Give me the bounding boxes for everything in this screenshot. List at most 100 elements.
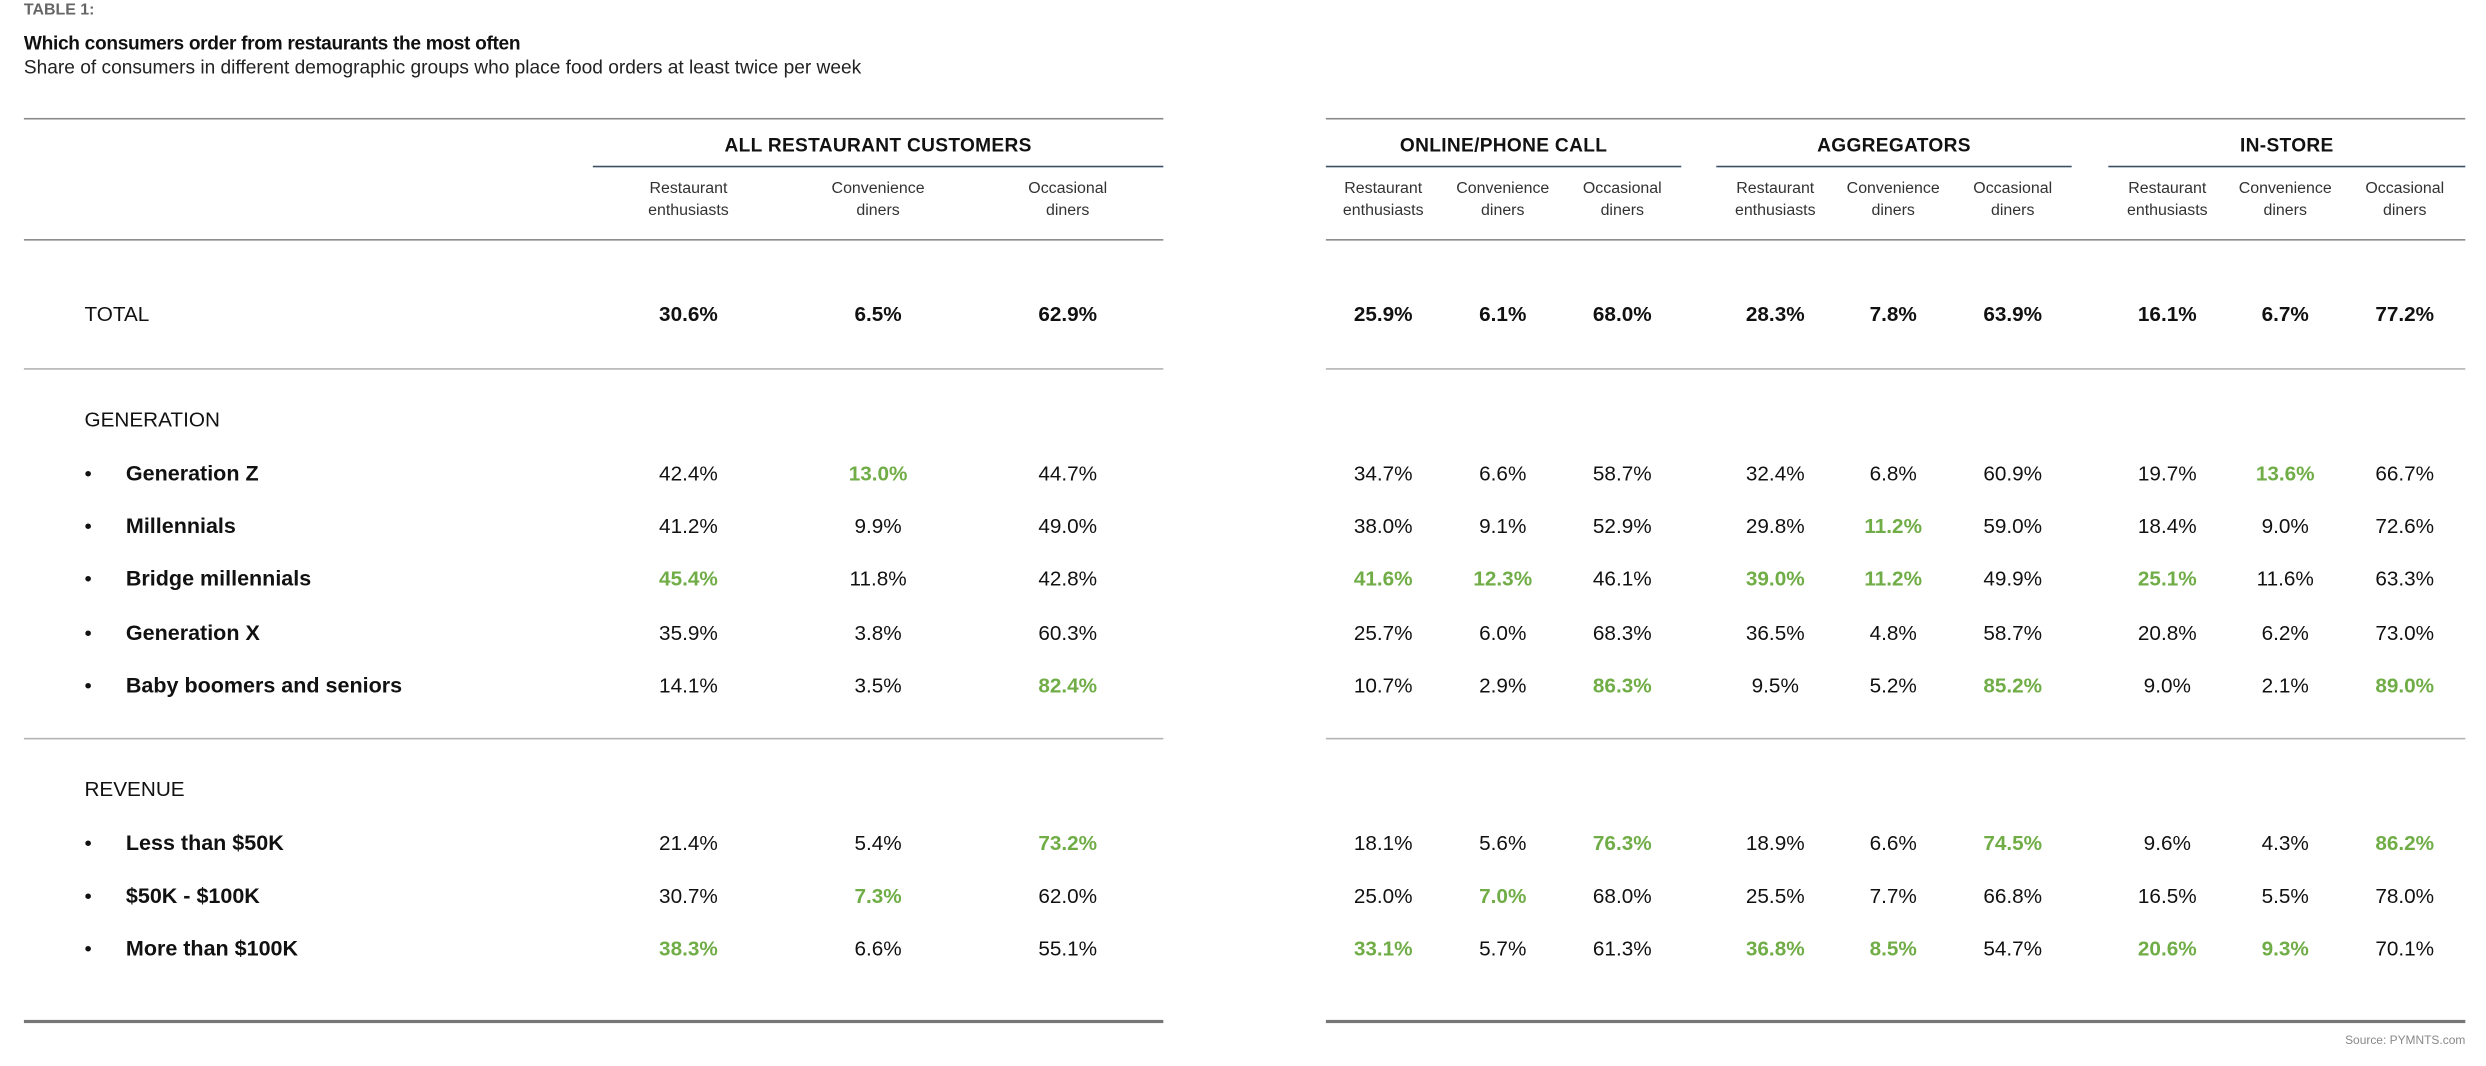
row-label: Generation Z bbox=[125, 461, 259, 486]
total-value: 6.1% bbox=[1479, 301, 1527, 326]
row-label: Generation X bbox=[125, 620, 260, 645]
column-header-line: Convenience bbox=[2238, 180, 2332, 198]
table-cell: 49.9% bbox=[1983, 566, 2043, 591]
table-cell: 60.3% bbox=[1038, 620, 1098, 645]
total-value: 6.7% bbox=[2261, 301, 2309, 326]
divider bbox=[1716, 165, 2072, 168]
divider bbox=[1325, 165, 1682, 168]
table-cell: 34.7% bbox=[1353, 461, 1413, 486]
row-label: Baby boomers and seniors bbox=[125, 673, 403, 698]
highlighted-value: 12.3% bbox=[1473, 566, 1533, 591]
column-header: Restaurant enthusiasts bbox=[1343, 178, 1424, 223]
total-label: TOTAL bbox=[84, 301, 150, 326]
column-header-line: enthusiasts bbox=[1734, 202, 1816, 220]
divider bbox=[23, 117, 1164, 120]
table-cell: 25.5% bbox=[1745, 883, 1805, 908]
table-cell: 30.7% bbox=[659, 883, 718, 908]
column-header-line: Restaurant bbox=[1344, 180, 1423, 198]
total-value: 16.1% bbox=[2137, 301, 2197, 326]
column-header: Convenience diners bbox=[1847, 178, 1940, 223]
divider bbox=[592, 165, 1164, 168]
source-note: Source: PYMNTS.com bbox=[2345, 1032, 2466, 1047]
row-label: $50K - $100K bbox=[125, 883, 260, 908]
table-cell: 62.0% bbox=[1038, 883, 1098, 908]
column-header: Restaurant enthusiasts bbox=[2127, 178, 2208, 223]
table-cell: 54.7% bbox=[1983, 936, 2043, 961]
table-cell: 6.2% bbox=[2261, 620, 2309, 645]
table-cell: 42.8% bbox=[1038, 566, 1098, 591]
column-header-line: Occasional bbox=[1973, 180, 2053, 198]
table-cell: 19.7% bbox=[2137, 461, 2197, 486]
bullet-icon: • bbox=[84, 461, 92, 486]
group-header: IN-STORE bbox=[2240, 133, 2334, 157]
table-cell: 49.0% bbox=[1038, 513, 1098, 538]
group-header: ALL RESTAURANT CUSTOMERS bbox=[724, 133, 1032, 157]
highlighted-value: 13.0% bbox=[848, 461, 908, 486]
highlighted-value: 13.6% bbox=[2255, 461, 2315, 486]
column-header-line: diners bbox=[1600, 202, 1644, 220]
table-cell: 9.5% bbox=[1751, 673, 1799, 698]
table-cell: 55.1% bbox=[1038, 936, 1098, 961]
highlighted-value: 20.6% bbox=[2137, 936, 2197, 961]
bullet-icon: • bbox=[84, 566, 92, 591]
bullet-icon: • bbox=[84, 620, 92, 645]
highlighted-value: 82.4% bbox=[1038, 673, 1098, 698]
divider bbox=[1325, 368, 2466, 370]
column-header-line: diners bbox=[1991, 202, 2035, 220]
column-header-line: Restaurant bbox=[2128, 180, 2207, 198]
column-header-line: enthusiasts bbox=[2126, 202, 2208, 220]
table-cell: 60.9% bbox=[1983, 461, 2043, 486]
table-cell: 9.6% bbox=[2143, 831, 2191, 855]
table-cell: 58.7% bbox=[1983, 620, 2043, 645]
highlighted-value: 9.3% bbox=[2261, 936, 2309, 961]
column-header: Convenience diners bbox=[1456, 178, 1549, 223]
table-cell: 5.6% bbox=[1479, 831, 1527, 855]
highlighted-value: 45.4% bbox=[659, 566, 718, 591]
highlighted-value: 33.1% bbox=[1353, 936, 1413, 961]
total-value: 68.0% bbox=[1592, 301, 1652, 326]
total-value: 28.3% bbox=[1745, 301, 1805, 326]
divider bbox=[1325, 737, 2466, 740]
row-label: Bridge millennials bbox=[125, 566, 312, 591]
row-label: Less than $50K bbox=[125, 831, 284, 855]
column-header-line: Convenience bbox=[1456, 180, 1550, 198]
table-cell: 52.9% bbox=[1592, 513, 1652, 538]
table-cell: 2.1% bbox=[2261, 673, 2309, 698]
highlighted-value: 41.6% bbox=[1353, 566, 1413, 591]
table-cell: 20.8% bbox=[2137, 620, 2197, 645]
table-cell: 14.1% bbox=[659, 673, 718, 698]
table-cell: 59.0% bbox=[1983, 513, 2043, 538]
column-header: Occasional diners bbox=[1583, 178, 1662, 223]
highlighted-value: 76.3% bbox=[1592, 831, 1652, 855]
highlighted-value: 74.5% bbox=[1983, 831, 2043, 855]
table-cell: 6.0% bbox=[1479, 620, 1527, 645]
table-cell: 25.0% bbox=[1353, 883, 1413, 908]
highlighted-value: 86.3% bbox=[1592, 673, 1652, 698]
table-cell: 36.5% bbox=[1745, 620, 1805, 645]
table-subtitle: Share of consumers in different demograp… bbox=[23, 55, 862, 79]
table-cell: 11.8% bbox=[849, 566, 907, 591]
column-header-line: diners bbox=[2383, 202, 2427, 220]
column-header: Occasional diners bbox=[2365, 178, 2444, 223]
highlighted-value: 86.2% bbox=[2375, 831, 2435, 855]
bullet-icon: • bbox=[84, 831, 92, 855]
divider bbox=[23, 1019, 1164, 1024]
table-cell: 6.6% bbox=[1479, 461, 1527, 486]
bullet-icon: • bbox=[84, 673, 92, 698]
row-label: More than $100K bbox=[125, 936, 299, 961]
column-header: Convenience diners bbox=[832, 178, 925, 223]
divider bbox=[23, 737, 1164, 740]
total-value: 62.9% bbox=[1038, 301, 1098, 326]
section-title: REVENUE bbox=[84, 776, 185, 801]
table-cell: 35.9% bbox=[659, 620, 718, 645]
section-title: GENERATION bbox=[84, 407, 220, 432]
total-value: 7.8% bbox=[1869, 301, 1917, 326]
table-cell: 61.3% bbox=[1592, 936, 1652, 961]
column-header-line: enthusiasts bbox=[648, 202, 729, 220]
table-cell: 2.9% bbox=[1479, 673, 1527, 698]
table-cell: 4.8% bbox=[1869, 620, 1917, 645]
table-cell: 44.7% bbox=[1038, 461, 1098, 486]
divider bbox=[1325, 239, 2466, 241]
total-value: 77.2% bbox=[2375, 301, 2435, 326]
